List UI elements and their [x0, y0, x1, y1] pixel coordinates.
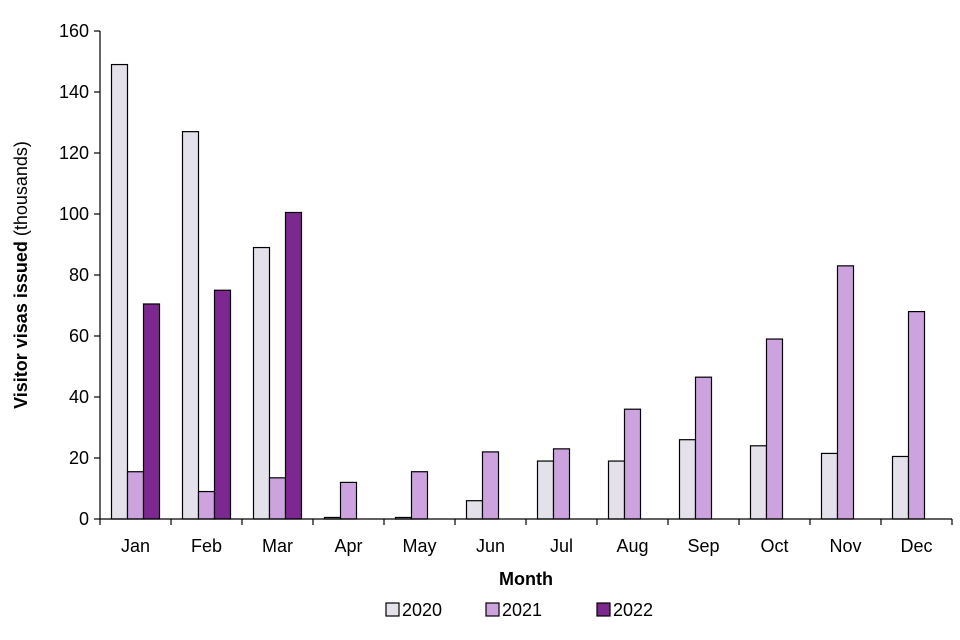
x-tick-label: Oct [760, 536, 788, 556]
y-tick-label: 140 [59, 82, 89, 102]
y-tick-label: 80 [69, 265, 89, 285]
y-axis-title-main: Visitor visas issued [11, 241, 31, 409]
y-tick-label: 100 [59, 204, 89, 224]
bar-2022-Mar [284, 211, 303, 520]
y-tick-label: 40 [69, 387, 89, 407]
legend-label-2020: 2020 [402, 600, 442, 620]
x-axis-ticks: Jan Feb Mar Apr May Jun Jul Aug Sep Oct Nov Dec [99, 519, 953, 556]
x-tick-label: Nov [829, 536, 861, 556]
bar-2022-Feb [213, 289, 232, 520]
bar-2020-Aug [607, 460, 626, 520]
x-tick-label: Jan [121, 536, 150, 556]
legend-swatch-2021 [485, 602, 500, 617]
bar-2021-Jul [552, 448, 571, 520]
legend-label-2022: 2022 [613, 600, 653, 620]
y-tick-label: 0 [79, 509, 89, 529]
bar-2020-Feb [181, 131, 200, 520]
bar-2021-Feb [197, 490, 216, 520]
x-tick-label: May [402, 536, 436, 556]
bar-2021-Mar [268, 477, 287, 520]
bar-2020-Oct [749, 445, 768, 520]
y-tick-label: 60 [69, 326, 89, 346]
bar-2020-Mar [252, 246, 271, 520]
bar-2020-Jul [536, 460, 555, 520]
bar-2022-Jan [142, 303, 161, 520]
legend: 2020 2021 2022 [385, 600, 653, 620]
x-axis-title: Month [499, 569, 553, 589]
y-tick-label: 120 [59, 143, 89, 163]
bar-2021-May [410, 471, 429, 520]
bar-2020-Dec [891, 455, 910, 520]
legend-swatch-2022 [596, 602, 611, 617]
x-tick-label: Aug [616, 536, 648, 556]
bar-2021-Aug [623, 408, 642, 520]
x-tick-label: Jun [476, 536, 505, 556]
y-axis-ticks: 0 20 40 60 80 100 120 140 160 [59, 21, 100, 529]
bar-2021-Sep [694, 376, 713, 520]
x-tick-label: Dec [900, 536, 932, 556]
legend-swatch-2020 [385, 602, 400, 617]
bar-2020-Jun [465, 500, 484, 520]
bar-2021-Dec [907, 311, 926, 520]
bars-layer [110, 63, 926, 520]
x-tick-label: Sep [687, 536, 719, 556]
bar-2020-Jan [110, 63, 129, 520]
bar-2021-Oct [765, 338, 784, 520]
legend-label-2021: 2021 [502, 600, 542, 620]
y-tick-label: 160 [59, 21, 89, 41]
bar-2020-Nov [820, 452, 839, 520]
x-tick-label: Apr [334, 536, 362, 556]
bar-2021-Jun [481, 451, 500, 520]
bar-2021-Nov [836, 265, 855, 520]
x-tick-label: Feb [191, 536, 222, 556]
y-tick-label: 20 [69, 448, 89, 468]
x-tick-label: Mar [262, 536, 293, 556]
y-axis-title: Visitor visas issued (thousands) [11, 141, 31, 409]
y-axis-title-unit: (thousands) [11, 141, 31, 241]
bar-2020-Sep [678, 439, 697, 520]
bar-2021-Jan [126, 471, 145, 520]
bar-2021-Apr [339, 481, 358, 520]
x-tick-label: Jul [550, 536, 573, 556]
